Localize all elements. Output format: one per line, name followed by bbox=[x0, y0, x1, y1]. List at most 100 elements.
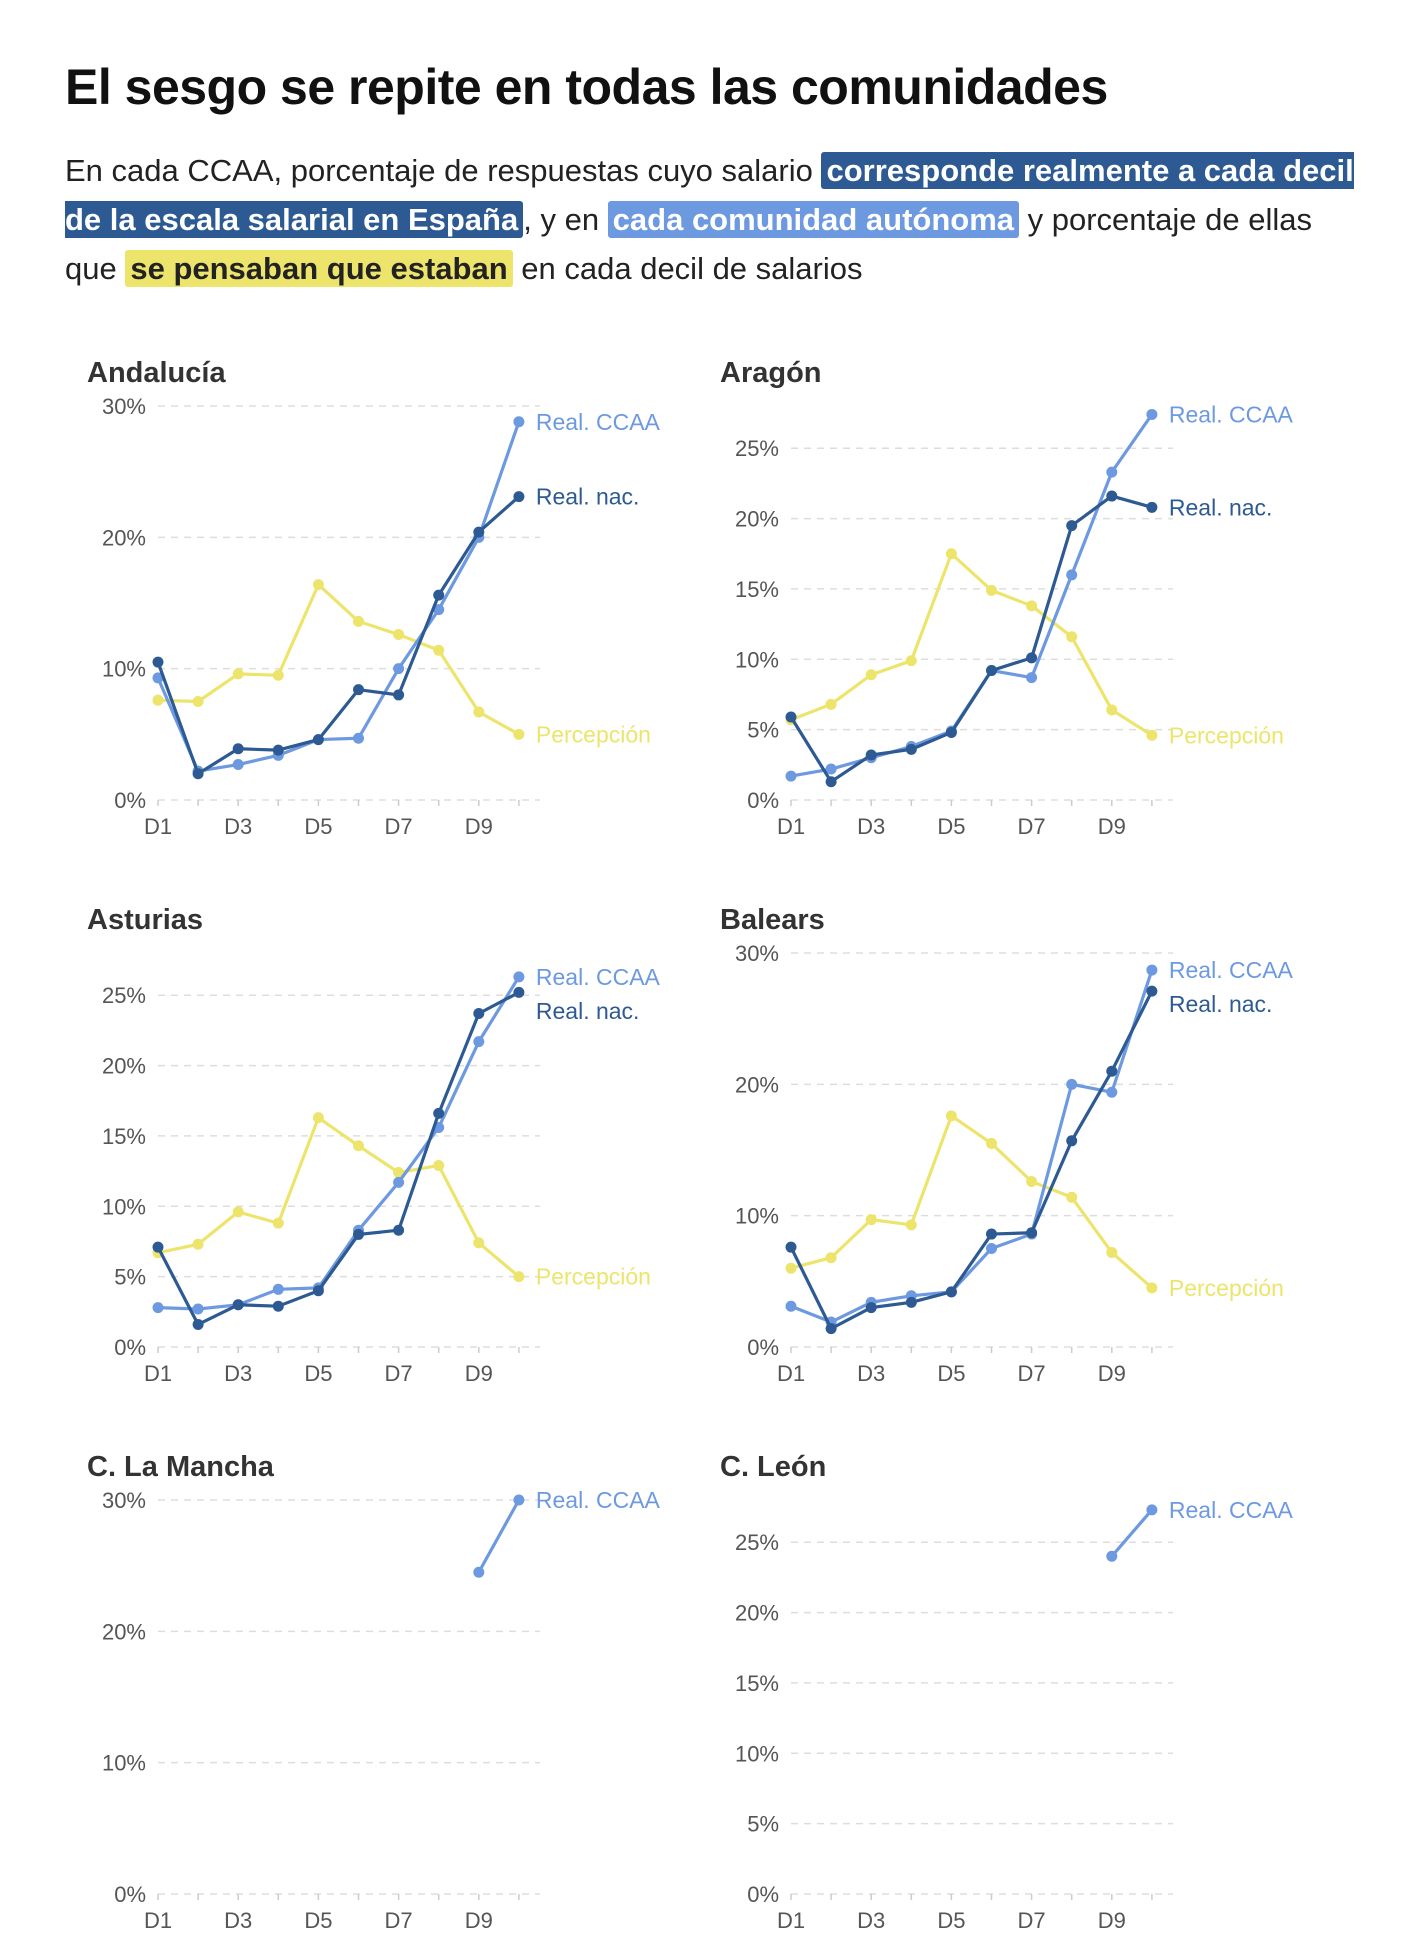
x-tick-label: D7 bbox=[1018, 1361, 1046, 1386]
data-point-real-nac bbox=[1026, 652, 1038, 664]
small-multiples-grid: Andalucía 0% 10% 20% 30% D1 D3 D5 D7 D9 Real. CCAA… bbox=[0, 340, 1420, 1933]
data-point-percepcion bbox=[312, 579, 324, 591]
data-point-percepcion bbox=[232, 668, 244, 680]
chart-panel-aragon: Aragón 0% 5% 10% 15% 20% 25% D1 D3 D5 D7 D9 Real. CC… bbox=[698, 340, 1328, 860]
data-point-real-nac bbox=[393, 689, 405, 701]
series-end-label-real-nac: Real. nac. bbox=[536, 484, 640, 510]
page-title: El sesgo se repite en todas las comunida… bbox=[65, 59, 1108, 115]
data-point-real-nac bbox=[513, 986, 525, 998]
data-point-real-ccaa bbox=[353, 732, 364, 744]
data-point-real-nac bbox=[272, 1300, 284, 1312]
y-tick-label: 0% bbox=[114, 1882, 146, 1907]
data-point-real-nac bbox=[865, 749, 877, 761]
series-line-real-ccaa bbox=[477, 1498, 521, 1574]
y-tick-label: 0% bbox=[747, 1882, 779, 1907]
data-point-real-ccaa bbox=[1146, 1504, 1158, 1516]
chart-panel-c-leon: C. León 0% 5% 10% 15% 20% 25% D1 D3 D5 D7 D9 Real. C… bbox=[698, 1434, 1328, 1954]
series-line-real-ccaa bbox=[789, 412, 1154, 778]
x-tick-label: D3 bbox=[857, 814, 885, 839]
data-point-real-ccaa bbox=[986, 1243, 997, 1254]
series-end-label-real-nac: Real. nac. bbox=[1169, 494, 1273, 520]
data-point-real-ccaa bbox=[785, 1300, 797, 1312]
data-point-real-nac bbox=[785, 711, 797, 723]
y-tick-label: 20% bbox=[735, 1601, 779, 1626]
data-point-percepcion bbox=[272, 1217, 284, 1229]
data-point-percepcion bbox=[272, 669, 284, 681]
data-point-percepcion bbox=[986, 584, 997, 596]
data-point-percepcion bbox=[1106, 704, 1118, 716]
data-point-percepcion bbox=[473, 706, 485, 718]
data-point-real-nac bbox=[1146, 501, 1158, 513]
y-tick-label: 10% bbox=[102, 1194, 146, 1219]
data-point-real-nac bbox=[986, 665, 997, 677]
data-point-percepcion bbox=[825, 1252, 837, 1264]
data-point-real-ccaa bbox=[1106, 466, 1118, 478]
line-chart: 0% 10% 20% 30% D1 D3 D5 D7 D9 Real. CCAA bbox=[102, 1487, 661, 1933]
y-tick-label: 0% bbox=[114, 1335, 146, 1360]
data-point-real-nac bbox=[1066, 1135, 1078, 1147]
x-tick-label: D9 bbox=[1098, 814, 1126, 839]
data-point-real-ccaa bbox=[393, 663, 405, 675]
series-end-label-percepcion: Percepción bbox=[536, 1264, 651, 1290]
data-point-real-ccaa bbox=[433, 604, 445, 616]
data-point-real-nac bbox=[393, 1224, 405, 1236]
y-tick-label: 20% bbox=[735, 507, 779, 532]
page-subtitle: En cada CCAA, porcentaje de respuestas c… bbox=[65, 146, 1365, 293]
data-point-real-nac bbox=[353, 684, 364, 696]
data-point-real-nac bbox=[905, 1296, 917, 1308]
y-tick-label: 10% bbox=[735, 1741, 779, 1766]
x-tick-label: D1 bbox=[777, 1908, 805, 1933]
data-point-percepcion bbox=[1066, 1191, 1078, 1203]
x-tick-label: D5 bbox=[937, 814, 965, 839]
data-point-percepcion bbox=[1146, 729, 1158, 741]
data-point-real-nac bbox=[945, 726, 957, 738]
line-chart: 0% 5% 10% 15% 20% 25% D1 D3 D5 D7 D9 Real. CCAA bbox=[735, 1497, 1294, 1933]
chart-panel-balears: Balears 0% 10% 20% 30% D1 D3 D5 D7 D9 Real. CCAA Re… bbox=[698, 887, 1328, 1407]
y-tick-label: 0% bbox=[747, 1335, 779, 1360]
chart-title: Aragón bbox=[720, 357, 822, 389]
data-point-real-nac bbox=[353, 1228, 364, 1240]
line-chart: 0% 10% 20% 30% D1 D3 D5 D7 D9 Real. CCAA Real. nac… bbox=[735, 941, 1294, 1386]
data-point-real-nac bbox=[433, 1107, 445, 1119]
chart-title: C. La Mancha bbox=[87, 1451, 274, 1483]
series-line-real-nac bbox=[789, 494, 1154, 784]
series-line-real-ccaa bbox=[1110, 1508, 1154, 1558]
chart-title: Balears bbox=[720, 904, 825, 936]
y-tick-label: 10% bbox=[735, 647, 779, 672]
data-point-percepcion bbox=[353, 615, 364, 627]
data-point-real-nac bbox=[232, 743, 244, 755]
x-tick-label: D1 bbox=[777, 1361, 805, 1386]
series-end-label-real-nac: Real. nac. bbox=[1169, 991, 1273, 1017]
data-point-percepcion bbox=[1106, 1246, 1118, 1258]
data-point-real-ccaa bbox=[1026, 672, 1038, 684]
x-tick-label: D3 bbox=[224, 1361, 252, 1386]
series-line-real-nac bbox=[156, 990, 521, 1327]
data-point-percepcion bbox=[905, 1219, 917, 1231]
data-point-percepcion bbox=[513, 1271, 525, 1283]
x-tick-label: D9 bbox=[1098, 1361, 1126, 1386]
subtitle-text: y porcentaje de ellas que bbox=[65, 202, 1312, 286]
series-end-label-real-ccaa: Real. CCAA bbox=[536, 1487, 661, 1513]
data-point-percepcion bbox=[393, 1167, 405, 1179]
data-point-real-nac bbox=[825, 776, 837, 788]
y-tick-label: 30% bbox=[102, 394, 146, 419]
x-tick-label: D3 bbox=[857, 1361, 885, 1386]
x-tick-label: D9 bbox=[465, 814, 493, 839]
subtitle-text: en cada decil de salarios bbox=[512, 251, 863, 286]
data-point-real-ccaa bbox=[513, 1494, 525, 1506]
data-point-real-ccaa bbox=[1146, 964, 1158, 976]
data-point-percepcion bbox=[945, 1110, 957, 1122]
series-line-real-ccaa bbox=[789, 968, 1154, 1324]
data-point-percepcion bbox=[393, 629, 405, 641]
line-chart: 0% 10% 20% 30% D1 D3 D5 D7 D9 Real. CCAA Real. nac… bbox=[102, 394, 661, 839]
chart-panel-andalucia: Andalucía 0% 10% 20% 30% D1 D3 D5 D7 D9 Real. CCAA… bbox=[65, 340, 695, 860]
line-chart: 0% 5% 10% 15% 20% 25% D1 D3 D5 D7 D9 Real. CCAA Real… bbox=[102, 964, 661, 1386]
data-point-percepcion bbox=[433, 644, 445, 656]
x-tick-label: D7 bbox=[385, 814, 413, 839]
x-tick-label: D5 bbox=[304, 1908, 332, 1933]
y-tick-label: 15% bbox=[735, 1671, 779, 1696]
series-line-percepcion bbox=[156, 583, 521, 736]
data-point-percepcion bbox=[1026, 600, 1038, 612]
legend-highlight-real-ccaa: cada comunidad autónoma bbox=[607, 201, 1020, 238]
data-point-real-nac bbox=[232, 1299, 244, 1311]
